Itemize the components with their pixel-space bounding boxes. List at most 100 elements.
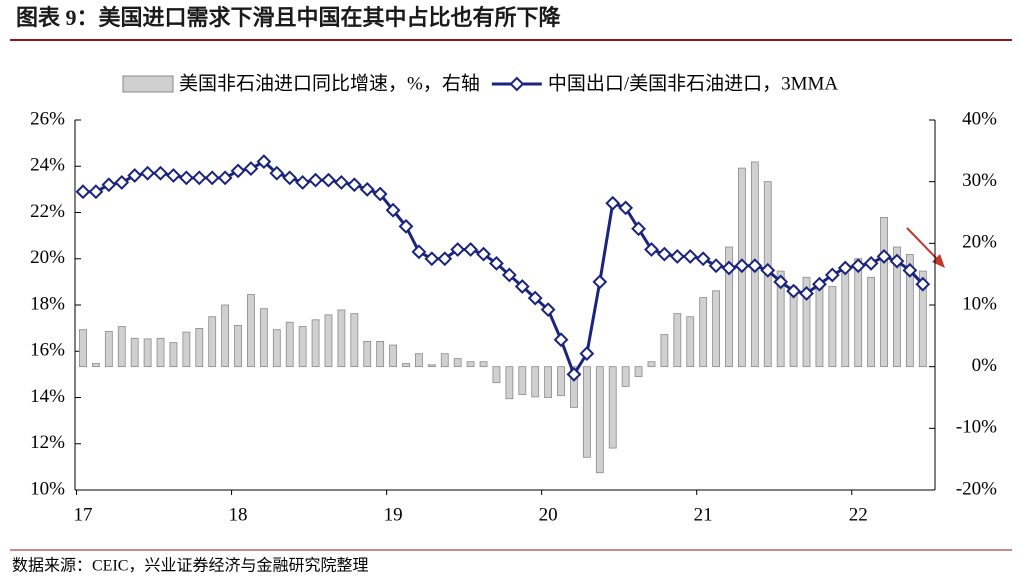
bar (234, 324, 242, 368)
bar (880, 217, 888, 368)
line-marker (773, 274, 789, 290)
bar (440, 353, 449, 368)
line-marker (450, 242, 466, 257)
bar (453, 358, 462, 368)
bar (208, 316, 217, 368)
line-marker (424, 251, 440, 267)
bar (802, 276, 811, 368)
line-marker (204, 170, 220, 186)
bar (92, 363, 100, 368)
line-marker (308, 172, 323, 188)
line-marker (114, 175, 130, 190)
y2-tick-label: 20% (962, 232, 997, 253)
bar (466, 361, 475, 368)
line-marker (889, 253, 905, 269)
line-marker (799, 286, 814, 301)
bar (104, 331, 113, 368)
bar (298, 326, 307, 368)
line-marker (230, 163, 246, 179)
bar (647, 361, 656, 368)
line-marker (566, 366, 582, 382)
y2-tick-label: 10% (962, 293, 997, 314)
line-marker (734, 258, 750, 274)
bar (544, 366, 553, 398)
line-marker (191, 170, 207, 186)
y2-tick-label: -20% (956, 478, 997, 499)
x-tick-label: 19 (384, 504, 403, 525)
bar (311, 319, 320, 368)
line-marker (282, 170, 298, 186)
bar (867, 276, 876, 368)
bar (195, 328, 204, 368)
y-tick-label: 24% (30, 155, 65, 176)
line-marker (88, 184, 104, 200)
bar (854, 258, 863, 368)
line-marker (398, 218, 414, 234)
y-tick-label: 10% (30, 478, 65, 499)
line-marker (333, 175, 349, 190)
line-marker (359, 181, 375, 197)
bar (389, 344, 397, 368)
bar (893, 246, 901, 368)
y-tick-label: 16% (30, 340, 65, 361)
bar (673, 313, 682, 368)
x-tick-label: 18 (229, 504, 248, 525)
line-marker (346, 177, 362, 193)
line-marker (915, 276, 931, 292)
bar (518, 366, 527, 395)
line-marker (463, 242, 479, 257)
line-marker (553, 332, 569, 348)
bar (427, 364, 436, 368)
line-marker (140, 165, 156, 181)
legend-label: 美国非石油进口同比增速，%，右轴 (179, 72, 480, 94)
bar (324, 314, 333, 368)
legend-label: 中国出口/美国非石油进口，3MMA (548, 72, 839, 94)
bar (776, 270, 785, 368)
bar (815, 282, 824, 368)
line-marker (837, 260, 853, 276)
line-marker (579, 346, 595, 361)
line-marker (812, 276, 827, 292)
line-marker (876, 249, 892, 264)
bar (169, 342, 178, 368)
line-marker (153, 165, 168, 181)
x-tick-label: 20 (539, 504, 558, 525)
bar (570, 366, 578, 408)
y2-tick-label: 0% (972, 355, 998, 376)
line-marker (618, 200, 634, 216)
line-marker (75, 184, 91, 200)
line-marker (631, 221, 646, 237)
bar (350, 313, 359, 368)
bar (272, 329, 281, 368)
bar (285, 321, 294, 368)
y-tick-label: 20% (30, 247, 65, 268)
line-marker (372, 186, 388, 202)
line-marker (489, 255, 504, 271)
line-marker (243, 161, 259, 176)
bar (712, 290, 720, 368)
line-marker (824, 267, 840, 283)
line-marker (605, 195, 621, 211)
line-marker (217, 170, 233, 186)
x-tick-label: 22 (849, 504, 868, 525)
x-tick-label: 17 (74, 504, 93, 525)
bar (841, 272, 850, 368)
bar (117, 326, 126, 368)
line-marker (644, 242, 659, 257)
bar (660, 334, 669, 368)
line-marker (786, 283, 802, 299)
line-marker (101, 177, 117, 193)
bar (725, 246, 733, 368)
line-marker (321, 172, 336, 188)
bar (337, 309, 346, 368)
bar (376, 340, 385, 368)
line-marker (269, 165, 285, 181)
line-marker (411, 244, 427, 260)
bar (221, 304, 230, 368)
line-marker (178, 170, 194, 186)
bar (608, 366, 617, 449)
line-marker (682, 249, 698, 264)
bar (479, 361, 488, 368)
line-marker (166, 168, 181, 183)
